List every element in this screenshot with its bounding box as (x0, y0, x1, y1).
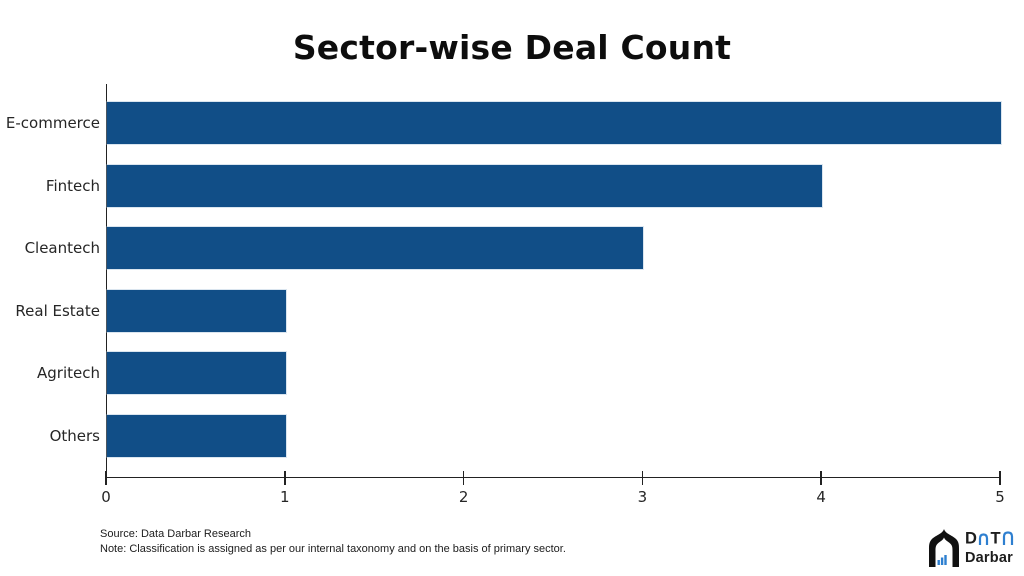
logo-hump-icon (1002, 531, 1014, 545)
y-axis-label: Agritech (37, 364, 100, 383)
x-tick-label: 4 (816, 488, 826, 506)
brand-word-data: D T (965, 530, 1014, 548)
darbar-building-icon (929, 529, 959, 567)
x-tick-label: 1 (280, 488, 290, 506)
x-tick-mark (820, 471, 822, 485)
bar-real-estate (107, 289, 286, 332)
y-axis-labels: E-commerce Fintech Cleantech Real Estate Agr… (0, 84, 100, 478)
y-axis-label: Others (49, 427, 100, 445)
y-axis-label: E-commerce (5, 114, 100, 132)
x-tick-label: 0 (101, 488, 111, 506)
y-axis-label: Fintech (45, 176, 100, 195)
x-tick-mark (641, 471, 644, 485)
bar-e-commerce (107, 102, 1001, 144)
x-tick-label: 5 (995, 488, 1005, 506)
page-title: Sector-wise Deal Count (292, 28, 732, 67)
x-tick-mark (284, 471, 286, 485)
x-axis-ticks: 0 1 2 3 4 5 (101, 471, 1005, 513)
logo-letter-t: T (991, 530, 1001, 548)
y-axis-label: Cleantech (24, 239, 100, 258)
footer-source: Source: Data Darbar Research (100, 528, 252, 540)
plot-area (106, 84, 1001, 478)
brand-word-darbar: Darbar (965, 550, 1013, 566)
x-tick-mark (105, 471, 107, 485)
footer-note: Note: Classification is assigned as per … (100, 542, 566, 555)
bar-fintech (107, 164, 823, 207)
logo-text: D T Darbar (965, 528, 1019, 566)
bar-agritech (107, 352, 286, 395)
bar-cleantech (107, 227, 644, 270)
x-tick-label: 3 (637, 488, 648, 506)
y-axis-label: Real Estate (15, 301, 100, 320)
footer: Source: Data Darbar Research Note: Class… (100, 527, 566, 556)
data-darbar-logo: D T Darbar (926, 528, 1018, 570)
x-tick-mark (999, 471, 1001, 485)
x-tick-label: 2 (458, 488, 469, 506)
x-tick-mark (462, 471, 465, 485)
logo-hump-icon (978, 533, 989, 545)
logo-letter-d: D (965, 530, 977, 548)
bar-others (107, 415, 286, 457)
